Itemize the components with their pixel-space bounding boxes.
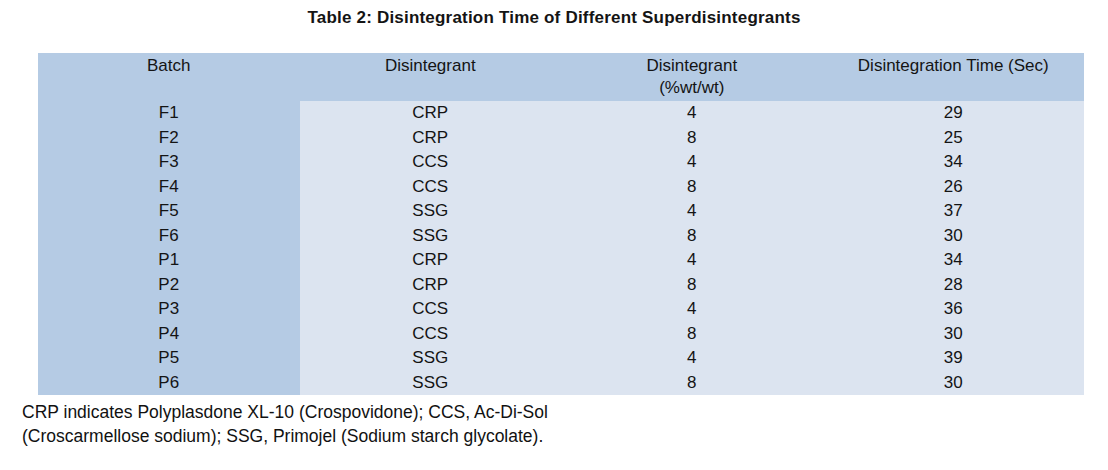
cell-batch: P5: [38, 346, 300, 371]
cell-time: 34: [823, 150, 1085, 175]
table-row: F2 CRP 8 25: [38, 126, 1084, 151]
cell-disintegrant: CRP: [300, 248, 562, 273]
footnote-line-1: CRP indicates Polyplasdone XL-10 (Crospo…: [22, 401, 722, 425]
cell-batch: F6: [38, 224, 300, 249]
table-row: P4 CCS 8 30: [38, 322, 1084, 347]
column-header-time: Disintegration Time (Sec): [823, 53, 1085, 101]
table-row: P5 SSG 4 39: [38, 346, 1084, 371]
cell-batch: F1: [38, 101, 300, 126]
cell-time: 30: [823, 371, 1085, 396]
table-row: F5 SSG 4 37: [38, 199, 1084, 224]
cell-percent: 8: [561, 371, 823, 396]
table-row: P2 CRP 8 28: [38, 273, 1084, 298]
column-header-disintegrant: Disintegrant: [300, 53, 562, 101]
cell-time: 26: [823, 175, 1085, 200]
cell-percent: 4: [561, 297, 823, 322]
cell-time: 29: [823, 101, 1085, 126]
table-row: F3 CCS 4 34: [38, 150, 1084, 175]
table-row: P6 SSG 8 30: [38, 371, 1084, 396]
cell-batch: P3: [38, 297, 300, 322]
cell-disintegrant: CRP: [300, 126, 562, 151]
cell-time: 39: [823, 346, 1085, 371]
cell-batch: P2: [38, 273, 300, 298]
cell-time: 37: [823, 199, 1085, 224]
cell-disintegrant: SSG: [300, 199, 562, 224]
cell-disintegrant: SSG: [300, 371, 562, 396]
header-row: Batch Disintegrant Disintegrant (%wt/wt)…: [38, 53, 1084, 101]
cell-disintegrant: CRP: [300, 101, 562, 126]
table-caption: Table 2: Disintegration Time of Differen…: [0, 8, 1108, 28]
cell-percent: 8: [561, 322, 823, 347]
table-body: F1 CRP 4 29 F2 CRP 8 25 F3 CCS 4 34 F4 C…: [38, 101, 1084, 395]
cell-percent: 8: [561, 224, 823, 249]
cell-percent: 8: [561, 126, 823, 151]
cell-time: 36: [823, 297, 1085, 322]
cell-batch: F3: [38, 150, 300, 175]
cell-time: 30: [823, 224, 1085, 249]
footnote-line-2: (Croscarmellose sodium); SSG, Primojel (…: [22, 425, 722, 449]
table-row: P1 CRP 4 34: [38, 248, 1084, 273]
cell-percent: 8: [561, 273, 823, 298]
disintegration-table: Batch Disintegrant Disintegrant (%wt/wt)…: [38, 53, 1084, 395]
table-row: F4 CCS 8 26: [38, 175, 1084, 200]
cell-percent: 4: [561, 150, 823, 175]
cell-batch: F4: [38, 175, 300, 200]
cell-percent: 4: [561, 101, 823, 126]
cell-time: 28: [823, 273, 1085, 298]
cell-disintegrant: CCS: [300, 297, 562, 322]
table-row: F6 SSG 8 30: [38, 224, 1084, 249]
table-row: P3 CCS 4 36: [38, 297, 1084, 322]
cell-batch: F2: [38, 126, 300, 151]
column-header-batch: Batch: [38, 53, 300, 101]
cell-batch: P6: [38, 371, 300, 396]
table-header: Batch Disintegrant Disintegrant (%wt/wt)…: [38, 53, 1084, 101]
cell-disintegrant: SSG: [300, 346, 562, 371]
table-row: F1 CRP 4 29: [38, 101, 1084, 126]
cell-disintegrant: CRP: [300, 273, 562, 298]
cell-percent: 4: [561, 248, 823, 273]
cell-time: 30: [823, 322, 1085, 347]
cell-disintegrant: CCS: [300, 322, 562, 347]
cell-disintegrant: SSG: [300, 224, 562, 249]
cell-batch: P1: [38, 248, 300, 273]
cell-percent: 8: [561, 175, 823, 200]
cell-disintegrant: CCS: [300, 175, 562, 200]
cell-time: 34: [823, 248, 1085, 273]
table-footnote: CRP indicates Polyplasdone XL-10 (Crospo…: [22, 401, 722, 448]
cell-batch: F5: [38, 199, 300, 224]
cell-batch: P4: [38, 322, 300, 347]
cell-time: 25: [823, 126, 1085, 151]
cell-percent: 4: [561, 346, 823, 371]
cell-percent: 4: [561, 199, 823, 224]
cell-disintegrant: CCS: [300, 150, 562, 175]
column-header-percent: Disintegrant (%wt/wt): [561, 53, 823, 101]
